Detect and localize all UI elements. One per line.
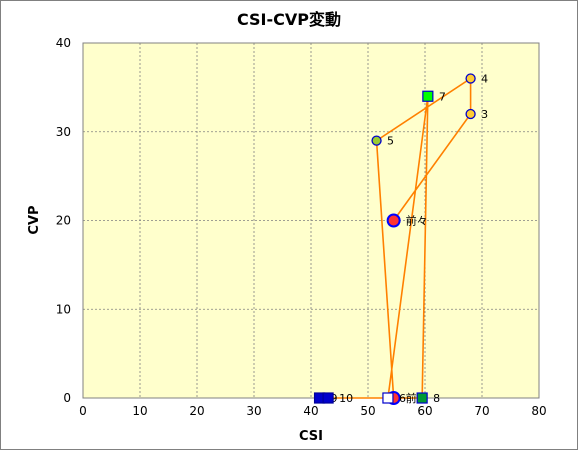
- data-point: [322, 392, 334, 404]
- data-point: [386, 213, 401, 228]
- point-label: 9: [331, 392, 338, 405]
- point-label: 前々: [406, 214, 428, 228]
- point-label: 前: [406, 391, 417, 405]
- x-tick-label: 60: [417, 404, 432, 418]
- point-label: 6: [399, 392, 406, 405]
- point-label: 8: [433, 392, 440, 405]
- x-tick-label: 20: [189, 404, 204, 418]
- data-point: [371, 135, 382, 146]
- x-tick-label: 10: [132, 404, 147, 418]
- point-label: 3: [481, 108, 488, 121]
- point-label: 7: [439, 90, 446, 103]
- point-label: 10: [339, 392, 353, 405]
- point-label: 4: [481, 73, 488, 86]
- x-tick-label: 30: [246, 404, 261, 418]
- y-tick-label: 20: [56, 214, 71, 228]
- y-tick-label: 0: [63, 391, 71, 405]
- data-point: [465, 73, 476, 84]
- y-tick-label: 40: [56, 36, 71, 50]
- x-tick-label: 80: [531, 404, 546, 418]
- tick-labels: 0 10 20 30 40 50 60 70 80 0 10 20 30 40: [56, 36, 547, 418]
- data-point: [465, 108, 476, 120]
- data-points: 前々 3 4 5 前6 7 8 9 10: [313, 73, 488, 405]
- x-tick-label: 70: [474, 404, 489, 418]
- y-axis-label: CVP: [27, 205, 42, 234]
- gridlines: [83, 43, 539, 398]
- x-tick-label: 0: [79, 404, 87, 418]
- x-axis-label: CSI: [299, 429, 323, 444]
- x-tick-label: 40: [303, 404, 318, 418]
- point-label: 5: [387, 135, 394, 148]
- data-point: [422, 90, 434, 102]
- data-point: [382, 392, 394, 404]
- y-tick-label: 30: [56, 125, 71, 139]
- y-tick-label: 10: [56, 302, 71, 316]
- data-point: [416, 392, 428, 404]
- chart-title: CSI-CVP変動: [237, 10, 341, 29]
- x-tick-label: 50: [360, 404, 375, 418]
